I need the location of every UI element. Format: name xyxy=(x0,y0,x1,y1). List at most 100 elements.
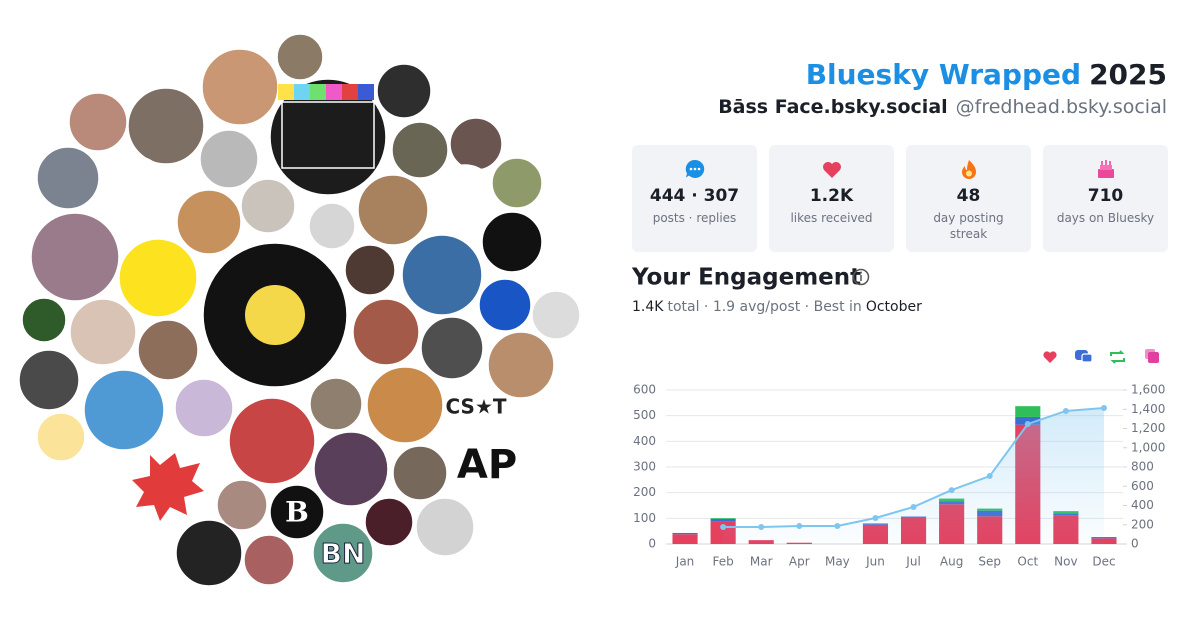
avatar xyxy=(491,157,543,209)
avatar xyxy=(243,534,295,586)
avatar xyxy=(313,431,389,507)
avatar xyxy=(240,178,296,234)
avatar-stripe xyxy=(310,84,326,100)
x-tick-label: Aug xyxy=(940,555,963,569)
avatar xyxy=(108,156,166,214)
avatar xyxy=(420,316,484,380)
avatar xyxy=(36,412,86,462)
stat-label: days on Bluesky xyxy=(1056,211,1155,225)
line-area xyxy=(723,407,1104,544)
bar-segment xyxy=(710,518,736,522)
avatar-label: AP xyxy=(457,442,517,488)
legend-reposts[interactable] xyxy=(1110,350,1125,364)
avatar-stripe xyxy=(342,84,358,100)
avatar xyxy=(216,479,268,531)
engagement-chart: 0 100 200 300 400 500 600 0 200 400 600 800 1,000 1,2… xyxy=(633,383,1165,569)
avatar xyxy=(36,146,100,210)
stat-value: 1.2K xyxy=(809,186,854,206)
avatar xyxy=(176,189,242,255)
avatar-inner xyxy=(245,285,305,345)
stat-card: 1.2K likes received xyxy=(769,145,894,252)
line-point xyxy=(986,473,993,480)
avatar xyxy=(308,202,356,250)
x-tick-label: Dec xyxy=(1092,555,1115,569)
avatar xyxy=(312,522,374,584)
avatar-stripe xyxy=(358,84,374,100)
avatar-label: B xyxy=(285,496,309,529)
line-point xyxy=(796,523,803,530)
x-tick-label: Sep xyxy=(978,555,1001,569)
y-tick-label: 400 xyxy=(633,434,656,448)
y2-tick-label: 600 xyxy=(1131,479,1154,493)
stat-card: 48 day posting streak xyxy=(906,145,1031,252)
y2-tick-label: 1,000 xyxy=(1131,440,1165,454)
avatar xyxy=(30,212,120,302)
avatar xyxy=(69,298,137,366)
bar-segment xyxy=(672,534,698,544)
user-line: Bāss Face.bsky.social @fredhead.bsky.soci… xyxy=(718,96,1167,118)
legend-likes[interactable] xyxy=(1043,351,1057,363)
handle: @fredhead.bsky.social xyxy=(956,96,1167,118)
bar-segment xyxy=(1015,406,1041,417)
bar-segment xyxy=(1015,416,1041,425)
avatar xyxy=(175,519,243,587)
avatar xyxy=(531,290,581,340)
y-tick-label: 300 xyxy=(633,460,656,474)
avatar xyxy=(68,92,128,152)
title-year: 2025 xyxy=(1089,58,1167,91)
icon-likes xyxy=(822,162,841,178)
avatar xyxy=(391,121,449,179)
x-tick-label: Jan xyxy=(675,555,695,569)
avatar xyxy=(137,319,199,381)
line-point xyxy=(1062,407,1069,414)
avatar xyxy=(21,297,67,343)
avatar xyxy=(344,244,396,296)
avatar-inner xyxy=(281,101,375,169)
line-point xyxy=(910,503,917,510)
display-name: Bāss Face.bsky.social xyxy=(718,96,947,118)
info-icon[interactable] xyxy=(852,268,870,286)
x-tick-label: Apr xyxy=(789,555,810,569)
icon-days xyxy=(1097,160,1114,178)
avatar xyxy=(481,211,543,273)
stat-card: 710 days on Bluesky xyxy=(1043,145,1168,252)
y-tick-label: 500 xyxy=(633,408,656,422)
avatar xyxy=(87,455,133,501)
avatar xyxy=(174,378,234,438)
avatar xyxy=(401,234,483,316)
legend-quotes[interactable] xyxy=(1145,349,1159,363)
avatar xyxy=(415,497,475,557)
section-title: Your Engagement xyxy=(631,265,861,291)
avatar xyxy=(201,48,279,126)
stat-value: 48 xyxy=(956,186,981,206)
line-point xyxy=(948,487,955,494)
line-point xyxy=(758,523,765,530)
x-tick-label: Oct xyxy=(1017,555,1038,569)
title: Bluesky Wrapped 2025 xyxy=(806,58,1167,91)
y2-tick-label: 1,600 xyxy=(1131,383,1165,397)
avatar xyxy=(199,129,259,189)
stat-card: 444 · 307 posts · replies xyxy=(632,145,757,252)
y2-tick-label: 0 xyxy=(1131,537,1139,551)
y-tick-label: 100 xyxy=(633,511,656,525)
y2-tick-label: 200 xyxy=(1131,517,1154,531)
avatar xyxy=(392,445,448,501)
avatar xyxy=(357,174,429,246)
avatar-stripe xyxy=(326,84,342,100)
icon-streak xyxy=(961,160,976,179)
avatar xyxy=(269,484,325,540)
title-main: Bluesky Wrapped xyxy=(806,58,1081,91)
legend-replies[interactable] xyxy=(1075,350,1093,363)
avatar xyxy=(83,369,165,451)
best-month: October xyxy=(866,299,922,315)
avatar-stripe xyxy=(294,84,310,100)
avatar xyxy=(309,377,363,431)
avatar xyxy=(18,349,80,411)
y2-tick-label: 400 xyxy=(1131,498,1154,512)
line-point xyxy=(872,515,879,522)
icon-posts xyxy=(685,159,704,178)
avatar xyxy=(127,87,205,165)
avatar xyxy=(118,238,198,318)
engagement-summary: 1.4K total · 1.9 avg/post · Best in Octobe… xyxy=(632,299,922,315)
